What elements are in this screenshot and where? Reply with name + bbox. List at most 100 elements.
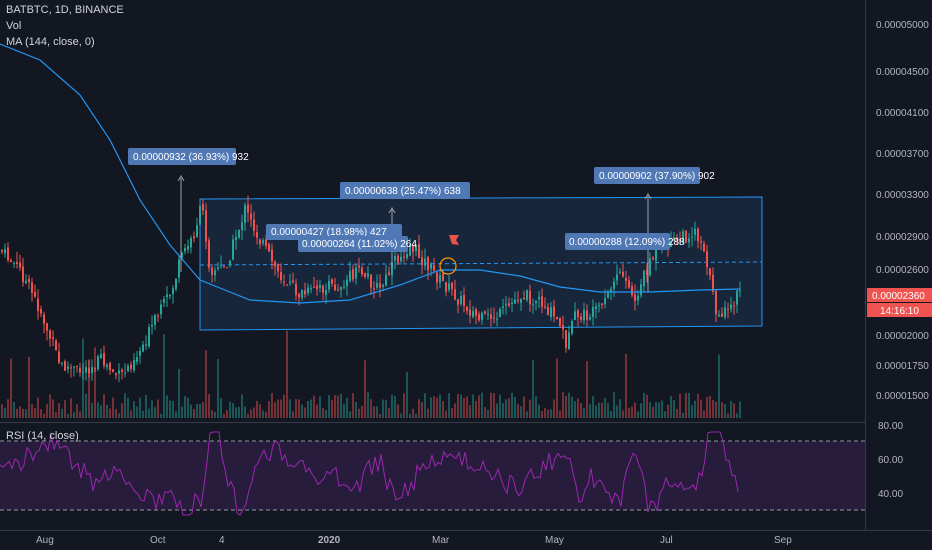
volume-bar [385, 400, 387, 418]
time-tick: Aug [36, 535, 54, 546]
candle-body [421, 257, 423, 266]
volume-bar [157, 399, 159, 418]
candle-body [625, 277, 627, 281]
bar-countdown: 14:16:10 [880, 306, 919, 317]
volume-bar [658, 402, 660, 418]
volume-bar [172, 400, 174, 418]
candle-body [703, 243, 705, 252]
candle-body [493, 317, 495, 319]
volume-bar [589, 404, 591, 418]
price-tick: 0.00004500 [876, 67, 929, 78]
signal-circle-marker[interactable] [439, 257, 457, 275]
candle-body [313, 286, 315, 288]
price-tick: 0.00004100 [876, 108, 929, 119]
ma-legend[interactable]: MA (144, close, 0) [6, 36, 95, 48]
flag-marker-icon[interactable] [449, 235, 459, 245]
volume-bar [97, 402, 99, 418]
candle-body [586, 310, 588, 320]
candle-body [721, 313, 723, 317]
volume-bar [706, 396, 708, 418]
callout-1[interactable]: 0.00000932 (36.93%) 932 [128, 148, 249, 165]
volume-bar [352, 393, 354, 418]
volume-bar [73, 412, 75, 418]
volume-bar [568, 392, 570, 418]
candle-body [511, 302, 513, 305]
candle-body [502, 306, 504, 308]
price-pane[interactable] [0, 0, 865, 422]
candle-body [262, 240, 264, 244]
volume-bar [76, 404, 78, 418]
candle-body [154, 315, 156, 325]
candle-body [730, 304, 732, 309]
candle-body [550, 307, 552, 318]
time-axis[interactable]: Aug Oct 4 2020 Mar May Jul Sep [36, 535, 792, 546]
rsi-legend[interactable]: RSI (14, close) [6, 430, 79, 442]
candle-body [517, 299, 519, 302]
time-tick: 4 [219, 535, 225, 546]
callout-2[interactable]: 0.00000638 (25.47%) 638 [340, 182, 470, 199]
candle-body [508, 303, 510, 306]
candle-body [214, 270, 216, 276]
volume-bar [265, 411, 267, 418]
symbol-legend[interactable]: BATBTC, 1D, BINANCE [6, 4, 124, 16]
volume-bar [220, 398, 222, 418]
candle-body [85, 367, 87, 373]
candle-body [88, 367, 90, 374]
callout-5[interactable]: 0.00000902 (37.90%) 902 [594, 167, 715, 184]
candle-body [325, 290, 327, 295]
price-tick: 0.00002600 [876, 265, 929, 276]
volume-bar [160, 413, 162, 418]
volume-bar [655, 402, 657, 418]
volume-bar [196, 404, 198, 418]
candle-body [145, 344, 147, 346]
volume-bar [19, 406, 21, 418]
volume-bar [355, 402, 357, 418]
volume-bar [34, 408, 36, 418]
candle-body [121, 369, 123, 373]
candle-body [388, 272, 390, 275]
volume-bar [397, 404, 399, 418]
price-axis[interactable]: 0.00005000 0.00004500 0.00004100 0.00003… [876, 20, 929, 402]
time-tick: May [545, 535, 564, 546]
callout-6[interactable]: 0.00000288 (12.09%) 288 [565, 233, 685, 250]
volume-bar [382, 399, 384, 418]
volume-bar [388, 408, 390, 418]
volume-bar [202, 401, 204, 418]
volume-bar [715, 401, 717, 418]
candle-body [253, 219, 255, 231]
volume-bar [28, 356, 30, 418]
volume-bar [304, 407, 306, 418]
callout-4[interactable]: 0.00000264 (11.02%) 264 [298, 236, 417, 252]
volume-bar [94, 347, 96, 418]
candle-body [343, 286, 345, 288]
candle-body [679, 239, 681, 242]
volume-bar [670, 396, 672, 418]
volume-bar [184, 396, 186, 418]
price-tick: 0.00005000 [876, 20, 929, 31]
volume-bar [553, 399, 555, 418]
volume-bar [682, 412, 684, 418]
candle-body [400, 256, 402, 262]
volume-bar [142, 410, 144, 418]
candle-body [565, 330, 567, 348]
volume-bar [622, 410, 624, 418]
volume-bar [175, 411, 177, 418]
rsi-axis[interactable]: 80.00 60.00 40.00 [878, 421, 903, 500]
volume-bar [493, 393, 495, 418]
candles [1, 195, 741, 383]
candle-body [97, 356, 99, 370]
volume-legend[interactable]: Vol [6, 20, 22, 32]
volume-bar [301, 404, 303, 418]
volume-bar [526, 411, 528, 418]
volume-bar [91, 402, 93, 418]
volume-bar [127, 398, 129, 418]
candle-body [292, 280, 294, 283]
candle-body [385, 274, 387, 286]
volume-bar [235, 407, 237, 418]
candle-body [73, 366, 75, 368]
volume-bar [445, 410, 447, 418]
volume-bar [130, 410, 132, 418]
volume-bar [322, 407, 324, 418]
volume-bar [598, 402, 600, 418]
